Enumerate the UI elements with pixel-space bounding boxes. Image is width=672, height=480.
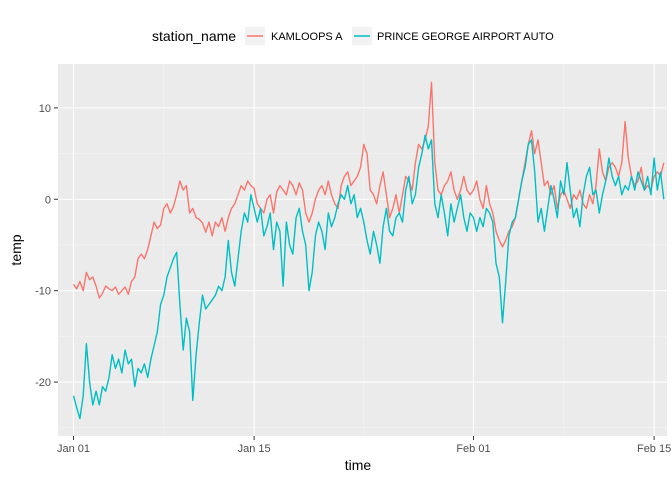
legend-label-kamloops: KAMLOOPS A bbox=[271, 31, 343, 43]
x-tick-label: Feb 01 bbox=[456, 443, 490, 455]
x-tick-label: Jan 15 bbox=[238, 443, 271, 455]
series-line-prince-george bbox=[72, 134, 665, 420]
legend-title: station_name bbox=[152, 28, 236, 44]
x-tick-label: Feb 15 bbox=[637, 443, 671, 455]
x-axis-title: time bbox=[345, 457, 372, 473]
x-tick-label: Jan 01 bbox=[57, 443, 90, 455]
axes: 10 0 -10 -20 Jan 01 Jan 15 Feb 01 Feb 15 bbox=[35, 103, 671, 455]
legend-label-prince-george: PRINCE GEORGE AIRPORT AUTO bbox=[377, 31, 554, 43]
series-line-kamloops bbox=[72, 81, 665, 299]
y-tick-label: 10 bbox=[39, 103, 51, 115]
legend: station_name KAMLOOPS A PRINCE GEORGE AI… bbox=[152, 27, 554, 45]
y-tick-label: -10 bbox=[35, 286, 51, 298]
y-axis-title: temp bbox=[8, 234, 24, 265]
series-lines bbox=[72, 81, 665, 420]
y-tick-label: 0 bbox=[45, 194, 51, 206]
y-tick-label: -20 bbox=[35, 377, 51, 389]
plot-panel bbox=[58, 64, 667, 436]
